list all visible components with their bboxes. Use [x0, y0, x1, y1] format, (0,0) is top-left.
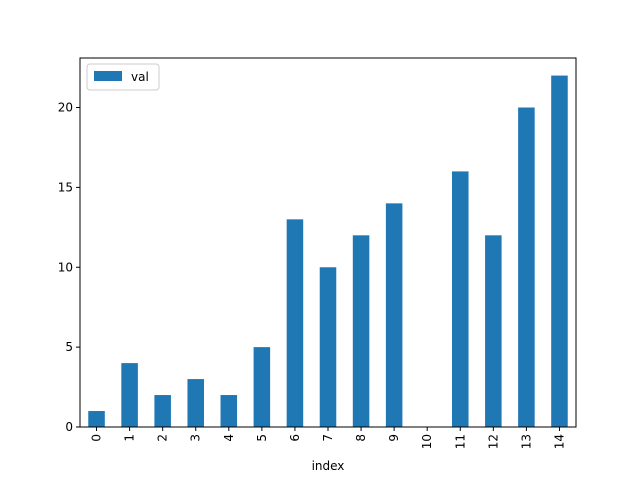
bar-0 — [88, 411, 105, 427]
y-tick-label-5: 5 — [65, 340, 73, 354]
plot-frame — [79, 57, 577, 428]
legend: val — [86, 63, 160, 91]
x-tick-label-2: 2 — [156, 434, 170, 442]
bar-8 — [352, 235, 370, 427]
legend-label: val — [131, 70, 149, 84]
legend-swatch — [94, 71, 122, 81]
x-tick-label-0: 0 — [90, 434, 104, 442]
bar-12 — [485, 235, 502, 427]
x-ticks-group: 0 1 2 3 4 5 6 7 8 9 10 11 12 13 14 — [90, 427, 566, 449]
bar-11 — [452, 171, 469, 427]
x-tick-label-7: 7 — [321, 434, 335, 442]
x-tick-label-10: 10 — [420, 434, 434, 449]
bar-2 — [154, 395, 171, 427]
bar-3 — [187, 379, 204, 427]
y-ticks-group: 0 5 10 15 20 — [58, 101, 80, 434]
bars-group — [88, 75, 568, 428]
x-axis-label: index — [312, 459, 345, 473]
bar-1 — [121, 363, 138, 427]
x-tick-label-3: 3 — [189, 434, 203, 442]
x-tick-label-5: 5 — [255, 434, 269, 442]
x-tick-label-6: 6 — [288, 434, 302, 442]
bar-4 — [220, 395, 238, 427]
y-tick-label-20: 20 — [58, 101, 73, 115]
x-tick-label-4: 4 — [222, 434, 236, 442]
bar-5 — [253, 347, 271, 427]
y-tick-label-0: 0 — [65, 420, 73, 434]
x-tick-label-14: 14 — [552, 434, 566, 449]
x-tick-label-1: 1 — [123, 434, 137, 442]
bar-6 — [286, 219, 304, 427]
legend-frame — [86, 63, 160, 91]
bar-14 — [551, 75, 568, 428]
x-tick-label-13: 13 — [519, 434, 533, 449]
x-tick-label-11: 11 — [453, 434, 467, 449]
x-tick-label-12: 12 — [486, 434, 500, 449]
bar-9 — [385, 203, 403, 427]
y-tick-label-15: 15 — [58, 180, 73, 194]
bar-7 — [319, 267, 337, 427]
bar-13 — [518, 107, 535, 428]
x-tick-label-8: 8 — [354, 434, 368, 442]
y-tick-label-10: 10 — [58, 260, 73, 274]
x-tick-label-9: 9 — [387, 434, 401, 442]
